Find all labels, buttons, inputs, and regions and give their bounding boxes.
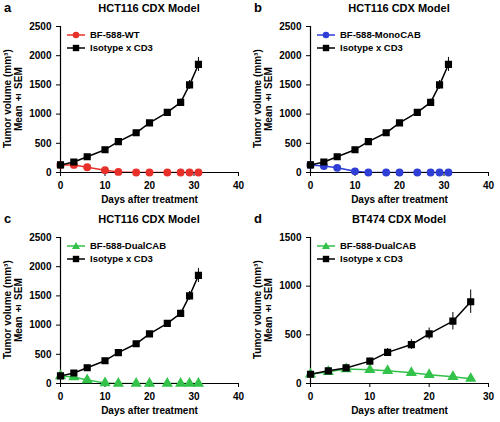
svg-text:2500: 2500 [29, 232, 52, 243]
svg-text:2000: 2000 [29, 261, 52, 272]
html-text:Tumor volume (mm³): Tumor volume (mm³) [252, 49, 263, 149]
svg-text:1500: 1500 [279, 79, 302, 90]
svg-text:1500: 1500 [29, 290, 52, 301]
svg-text:1000: 1000 [29, 108, 52, 119]
html-text:Mean ± SEM: Mean ± SEM [13, 67, 24, 131]
html-text:BF-588-WT: BF-588-WT [90, 29, 140, 40]
svg-text:40: 40 [233, 180, 245, 191]
svg-text:1000: 1000 [279, 108, 302, 119]
svg-text:500: 500 [285, 138, 302, 149]
svg-text:1000: 1000 [29, 319, 52, 330]
svg-text:0: 0 [58, 391, 64, 402]
svg-text:2000: 2000 [279, 50, 302, 61]
svg-text:0: 0 [308, 391, 314, 402]
svg-text:0: 0 [58, 180, 64, 191]
html-text:BF-588-DualCAB: BF-588-DualCAB [340, 240, 416, 251]
svg-text:Days after treatment: Days after treatment [351, 194, 448, 205]
html-text:Tumor volume (mm³): Tumor volume (mm³) [2, 49, 13, 149]
svg-text:2000: 2000 [29, 50, 52, 61]
svg-text:Days after treatment: Days after treatment [101, 405, 198, 416]
html-text:Tumor volume (mm³): Tumor volume (mm³) [252, 260, 263, 360]
html-text:Mean ± SEM: Mean ± SEM [13, 278, 24, 342]
svg-text:500: 500 [35, 138, 52, 149]
html-text:c: c [4, 211, 12, 226]
svg-text:0: 0 [308, 180, 314, 191]
svg-text:0: 0 [46, 378, 52, 389]
html-text:d: d [254, 211, 262, 226]
svg-text:20: 20 [394, 180, 406, 191]
html-text:a: a [4, 0, 12, 15]
svg-text:Days after treatment: Days after treatment [101, 194, 198, 205]
html-text:Tumor volume (mm³): Tumor volume (mm³) [2, 260, 13, 360]
svg-text:10: 10 [99, 180, 111, 191]
svg-text:500: 500 [285, 329, 302, 340]
svg-text:40: 40 [233, 391, 245, 402]
html-text:Isotype x CD3: Isotype x CD3 [90, 253, 153, 264]
svg-text:30: 30 [188, 180, 200, 191]
svg-text:30: 30 [483, 391, 495, 402]
svg-text:500: 500 [35, 349, 52, 360]
svg-text:0: 0 [46, 167, 52, 178]
html-text:Mean ± SEM: Mean ± SEM [263, 67, 274, 131]
svg-text:20: 20 [144, 180, 156, 191]
svg-text:1500: 1500 [29, 79, 52, 90]
html-text:Mean ± SEM: Mean ± SEM [263, 278, 274, 342]
svg-text:2500: 2500 [279, 21, 302, 32]
html-text:HCT116 CDX Model: HCT116 CDX Model [348, 2, 450, 14]
svg-text:10: 10 [99, 391, 111, 402]
svg-text:20: 20 [424, 391, 436, 402]
svg-text:Days after treatment: Days after treatment [351, 405, 448, 416]
svg-text:0: 0 [296, 378, 302, 389]
svg-text:1500: 1500 [279, 232, 302, 243]
svg-text:0: 0 [296, 167, 302, 178]
html-text:HCT116 CDX Model: HCT116 CDX Model [98, 2, 200, 14]
svg-text:30: 30 [188, 391, 200, 402]
html-text:Isotype x CD3: Isotype x CD3 [340, 42, 403, 53]
svg-text:30: 30 [438, 180, 450, 191]
html-text:BF-588-DualCAB: BF-588-DualCAB [90, 240, 166, 251]
svg-text:2500: 2500 [29, 21, 52, 32]
html-text:BT474 CDX Model: BT474 CDX Model [351, 213, 447, 225]
html-text:Isotype x CD3: Isotype x CD3 [90, 42, 153, 53]
html-text:BF-588-MonoCAB: BF-588-MonoCAB [340, 29, 421, 40]
html-text:Isotype x CD3: Isotype x CD3 [340, 253, 403, 264]
html-text:HCT116 CDX Model: HCT116 CDX Model [98, 213, 200, 225]
svg-text:10: 10 [349, 180, 361, 191]
svg-text:20: 20 [144, 391, 156, 402]
html-text:b: b [254, 0, 262, 15]
svg-text:10: 10 [364, 391, 376, 402]
svg-text:40: 40 [483, 180, 495, 191]
svg-text:1000: 1000 [279, 280, 302, 291]
